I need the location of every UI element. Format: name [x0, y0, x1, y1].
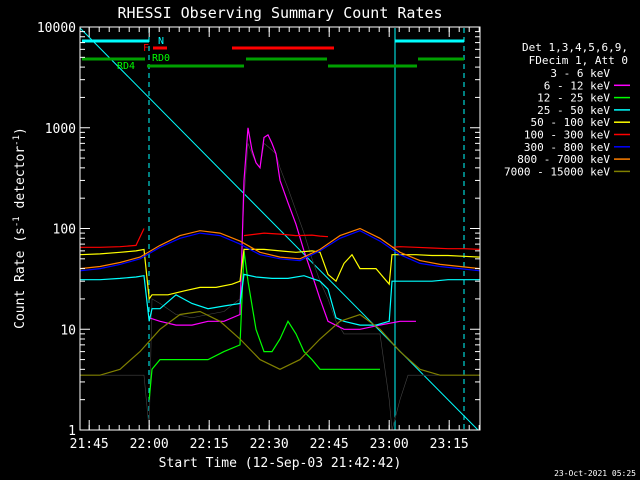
- x-tick-label: 23:15: [430, 437, 469, 452]
- series-line-4: [79, 248, 481, 301]
- series-line-5: [80, 228, 481, 250]
- legend-entry-label: 3 - 6 keV: [550, 67, 610, 80]
- series-line-0-outline: [80, 142, 480, 431]
- legend-entry-label: 300 - 800 keV: [524, 141, 610, 154]
- legend-header: FDecim 1, Att 0: [529, 54, 628, 67]
- y-tick-label: 1000: [45, 122, 76, 137]
- legend-entry-label: 12 - 25 keV: [537, 92, 610, 105]
- y-axis: 1 10 100 1000 10000: [37, 21, 480, 439]
- x-tick-label: 21:45: [70, 437, 109, 452]
- x-tick-label: 22:00: [130, 437, 169, 452]
- x-tick-label: 22:45: [310, 437, 349, 452]
- annotation-n: N: [158, 36, 164, 47]
- legend-entry-label: 7000 - 15000 keV: [504, 165, 610, 178]
- legend-entry-label: 25 - 50 keV: [537, 104, 610, 117]
- series-line-8: [80, 310, 480, 376]
- legend-entry-label: 100 - 300 keV: [524, 129, 610, 142]
- x-axis: 21:45 22:00 22:15 22:30 22:45 23:00 23:15: [70, 27, 480, 452]
- annotation-f: F: [143, 43, 149, 54]
- series-line-2: [148, 250, 380, 400]
- legend-entry-label: 800 - 7000 keV: [517, 153, 610, 166]
- annotation-rd4: RD4: [117, 61, 135, 72]
- series-group: [79, 127, 481, 431]
- legend-header: Det 1,3,4,5,6,9,: [522, 41, 628, 54]
- series-line-7: [79, 227, 481, 270]
- footer-timestamp: 23-Oct-2021 05:25: [554, 469, 636, 478]
- legend-entry-label: 6 - 12 keV: [544, 79, 611, 92]
- series-line-6: [79, 230, 481, 272]
- series-line-3: [80, 273, 480, 326]
- y-tick-label: 100: [53, 223, 76, 238]
- annotation-rd0: RD0: [152, 53, 170, 64]
- y-tick-label: 10: [60, 323, 76, 338]
- legend: Det 1,3,4,5,6,9,FDecim 1, Att 03 - 6 keV…: [504, 41, 630, 178]
- y-tick-label: 10000: [37, 21, 76, 36]
- x-tick-label: 23:00: [370, 437, 409, 452]
- legend-entry-label: 50 - 100 keV: [531, 116, 611, 129]
- x-axis-label: Start Time (12-Sep-03 21:42:42): [159, 456, 402, 471]
- saa-marker: [79, 27, 479, 431]
- y-tick-label: 1: [68, 424, 76, 439]
- y-axis-label: Count Rate (s-1 detector-1): [12, 127, 28, 329]
- chart-title: RHESSI Observing Summary Count Rates: [117, 4, 442, 22]
- x-tick-label: 22:30: [250, 437, 289, 452]
- x-tick-label: 22:15: [190, 437, 229, 452]
